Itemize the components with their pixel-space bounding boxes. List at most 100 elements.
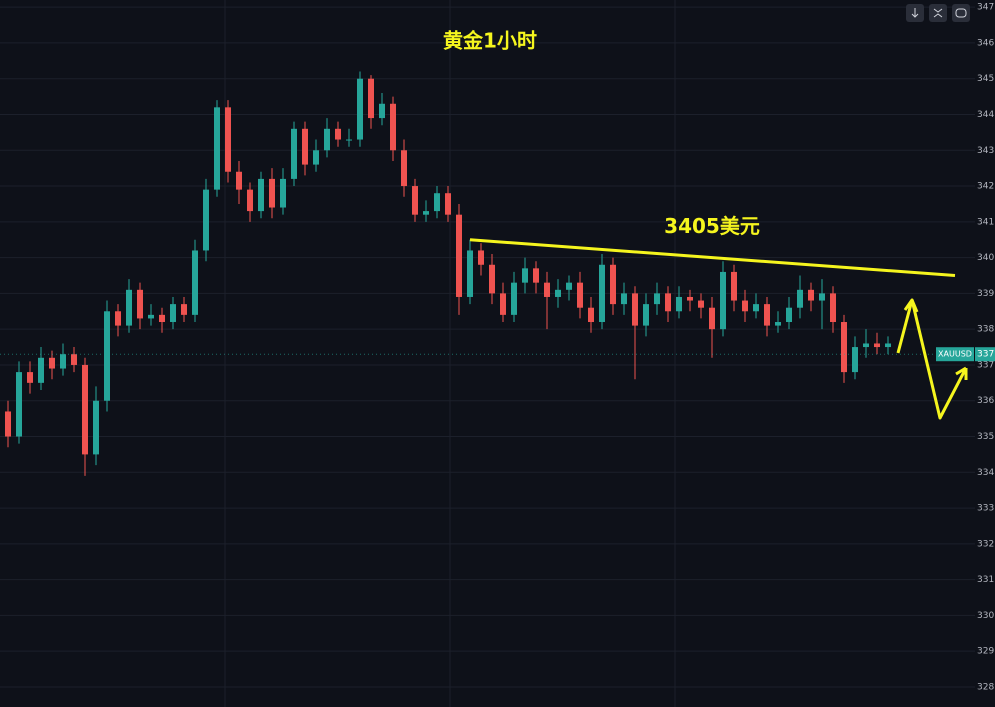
candle-body xyxy=(71,354,77,365)
candle-body xyxy=(16,372,22,437)
plot xyxy=(0,71,975,476)
y-tick-label: 332 xyxy=(977,539,994,549)
y-tick-label: 336 xyxy=(977,396,994,406)
candle-body xyxy=(27,372,33,383)
candle-body xyxy=(82,364,88,455)
candle-body xyxy=(236,171,242,190)
candle-body xyxy=(291,128,297,179)
candle-body xyxy=(709,307,715,330)
candle-body xyxy=(489,264,495,294)
trendline xyxy=(469,238,956,277)
y-tick-label: 344 xyxy=(977,110,994,120)
candle-body xyxy=(511,282,517,315)
candle-body xyxy=(445,193,451,215)
candle-body xyxy=(390,103,396,151)
candle-body xyxy=(203,189,209,251)
candle-body xyxy=(335,128,341,140)
y-tick-label: 338 xyxy=(977,325,994,335)
candle-body xyxy=(665,293,671,312)
candle-body xyxy=(698,300,704,308)
candle-body xyxy=(643,304,649,326)
candle-body xyxy=(181,304,187,315)
button-reset[interactable] xyxy=(952,4,970,22)
candle-body xyxy=(863,343,869,348)
candle-body xyxy=(379,103,385,119)
candle-body xyxy=(324,128,330,151)
candle-body xyxy=(599,264,605,323)
candle-body xyxy=(258,178,264,212)
candle-body xyxy=(5,411,11,437)
y-tick-label: 331 xyxy=(977,575,994,585)
y-tick-label: 337 xyxy=(977,360,994,370)
candle-body xyxy=(115,311,121,326)
candle-body xyxy=(137,289,143,319)
candle-body xyxy=(269,178,275,208)
candle-body xyxy=(225,107,231,172)
y-tick-label: 342 xyxy=(977,182,994,192)
symbol-label: XAUUSD xyxy=(938,350,972,359)
y-tick-label: 343 xyxy=(977,146,994,156)
grid xyxy=(0,0,975,707)
icon xyxy=(955,8,967,18)
candle-body xyxy=(302,128,308,165)
y-tick-label: 341 xyxy=(977,217,994,227)
y-tick-label: 346 xyxy=(977,38,994,48)
candle-body xyxy=(841,322,847,373)
candle-body xyxy=(544,282,550,297)
candle-body xyxy=(687,296,693,301)
candle-body xyxy=(786,307,792,323)
toolbar xyxy=(906,4,970,22)
candle-body xyxy=(720,271,726,330)
candle-body xyxy=(456,214,462,297)
candle-body xyxy=(676,296,682,312)
candle-body xyxy=(401,150,407,187)
chart-title: 黄金1小时 xyxy=(443,29,537,53)
candle-body xyxy=(742,300,748,312)
y-tick-label: 334 xyxy=(977,468,994,478)
candle-body xyxy=(346,139,352,141)
candle-body xyxy=(775,322,781,326)
candle-body xyxy=(500,293,506,315)
y-tick-label: 328 xyxy=(977,682,994,692)
candle-body xyxy=(632,293,638,326)
candle-body xyxy=(654,293,660,305)
candle-body xyxy=(830,293,836,323)
candle-body xyxy=(566,282,572,290)
candle-body xyxy=(126,289,132,326)
candle-body xyxy=(808,289,814,301)
candle-body xyxy=(731,271,737,301)
candle-body xyxy=(885,343,891,348)
icon xyxy=(933,8,943,18)
candle-body xyxy=(478,250,484,265)
candle-body xyxy=(533,268,539,283)
y-tick-label: 330 xyxy=(977,611,994,621)
candle-body xyxy=(852,347,858,373)
candle-body xyxy=(610,264,616,305)
candle-body xyxy=(192,250,198,315)
candle-body xyxy=(621,293,627,305)
button-collapse[interactable] xyxy=(929,4,947,22)
candle-body xyxy=(38,357,44,383)
candle-body xyxy=(577,282,583,308)
y-tick-label: 335 xyxy=(977,432,994,442)
candle-body xyxy=(60,354,66,369)
candle-body xyxy=(159,314,165,323)
candle-body xyxy=(434,193,440,212)
candle-body xyxy=(247,189,253,212)
candle-body xyxy=(313,150,319,165)
candle-body xyxy=(280,178,286,208)
candle-body xyxy=(170,304,176,323)
symbol-tag xyxy=(936,347,974,362)
candle-body xyxy=(214,107,220,190)
candle-body xyxy=(423,211,429,215)
candle-body xyxy=(522,268,528,283)
y-tick-label: 345 xyxy=(977,74,994,84)
candle-body xyxy=(797,289,803,308)
y-tick-label: 329 xyxy=(977,647,994,657)
candle-body xyxy=(555,289,561,297)
trendline-label: 3405美元 xyxy=(664,214,760,238)
candle-body xyxy=(148,314,154,319)
